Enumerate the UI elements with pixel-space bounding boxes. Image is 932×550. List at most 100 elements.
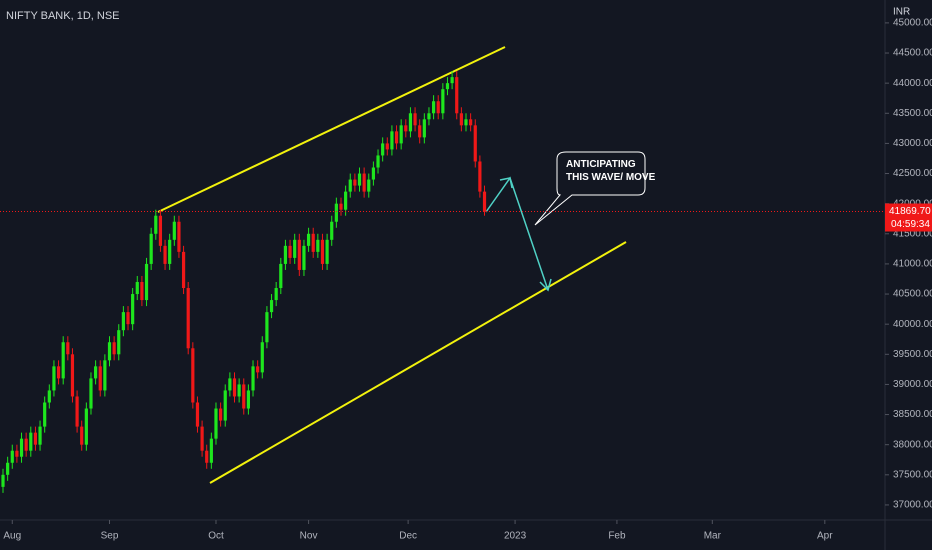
candle-body [274, 288, 278, 301]
candle-body [158, 215, 163, 246]
candle-body [103, 360, 107, 391]
candle-body [144, 263, 149, 301]
candle-body [279, 263, 283, 289]
candle-body [381, 143, 385, 156]
candle-body [75, 396, 79, 427]
candle-body [459, 113, 463, 126]
candle-body [43, 402, 47, 427]
candle-body [473, 125, 477, 162]
channel-line [157, 46, 506, 213]
candle-body [186, 288, 190, 349]
x-tick-label: Mar [704, 531, 722, 542]
candle-body [47, 390, 51, 403]
candle-body [94, 366, 98, 379]
candle-body [316, 239, 320, 252]
candle-body [283, 245, 288, 264]
x-tick-label: Apr [817, 531, 833, 542]
x-tick-label: Aug [3, 531, 21, 542]
y-tick-label: 40500.00 [893, 289, 932, 300]
candle-body [107, 342, 112, 361]
arrow-head [539, 278, 552, 292]
candle-body [353, 179, 357, 186]
candle-body [399, 125, 403, 144]
candle-body [121, 312, 125, 331]
candle-body [209, 438, 213, 463]
candle-body [19, 438, 24, 457]
y-tick-label: 44500.00 [893, 48, 932, 59]
candle-body [325, 239, 329, 264]
countdown: 04:59:34 [891, 219, 930, 230]
candle-body [52, 366, 56, 391]
y-tick-label: 43000.00 [893, 138, 932, 149]
candle-body [256, 366, 260, 373]
x-tick-label: 2023 [504, 531, 527, 542]
y-tick-label: 40000.00 [893, 319, 932, 330]
candle-body [135, 281, 139, 295]
candle-body [200, 426, 204, 451]
candle-body [84, 408, 88, 445]
candle-body [205, 450, 209, 463]
candle-body [131, 294, 135, 325]
candle-body [228, 378, 232, 391]
candle-body [89, 378, 93, 409]
candle-body [232, 378, 237, 397]
candle-body [61, 342, 65, 379]
candle-body [413, 113, 417, 126]
candle-body [302, 245, 306, 270]
candle-body [117, 330, 121, 355]
candle-body [66, 342, 70, 355]
candle-body [1, 474, 5, 487]
candle-body [478, 161, 482, 192]
y-tick-label: 44000.00 [893, 78, 932, 89]
candle-body [38, 426, 42, 445]
candle-body [455, 77, 459, 114]
candle-body [172, 221, 176, 240]
candle-body [242, 384, 246, 409]
candle-body [344, 191, 348, 210]
candle-body [6, 462, 10, 475]
candle-body [348, 179, 352, 192]
candle-body [427, 113, 431, 120]
candle-body [251, 366, 255, 391]
candle-body [339, 203, 343, 210]
candle-body [404, 125, 408, 132]
candle-body [269, 300, 274, 313]
annotation-line: THIS WAVE/ MOVE [566, 172, 656, 183]
candle-body [371, 167, 375, 180]
candle-body [33, 432, 38, 445]
channel-line [209, 241, 627, 484]
candle-body [334, 203, 338, 222]
candle-body [385, 143, 389, 150]
price-tag [885, 203, 932, 232]
candle-body [181, 251, 186, 289]
candle-body [482, 191, 487, 212]
candle-body [260, 342, 264, 373]
candle-body [112, 342, 116, 355]
candle-body [29, 432, 33, 451]
candle-body [450, 77, 454, 84]
candle-body [24, 438, 28, 451]
candle-body [367, 179, 371, 192]
y-tick-label: 38500.00 [893, 409, 932, 420]
candle-body [246, 390, 250, 409]
candle-body [311, 233, 315, 252]
y-tick-label: 39000.00 [893, 379, 932, 390]
y-tick-label: 43500.00 [893, 108, 932, 119]
x-tick-label: Nov [300, 531, 318, 542]
candle-body [70, 354, 75, 397]
candle-body [357, 173, 362, 186]
last-price-label: 41869.70 [889, 206, 931, 217]
candle-body [191, 348, 195, 403]
candle-body [418, 125, 422, 138]
annotation-line: ANTICIPATING [566, 159, 636, 170]
y-tick-label: 41000.00 [893, 259, 932, 270]
candle-body [126, 312, 130, 325]
y-tick-label: 41500.00 [893, 228, 932, 239]
y-tick-label: 39500.00 [893, 349, 932, 360]
candle-body [154, 215, 158, 234]
candle-body [195, 402, 200, 427]
candle-body [441, 89, 445, 114]
x-tick-label: Sep [101, 531, 119, 542]
